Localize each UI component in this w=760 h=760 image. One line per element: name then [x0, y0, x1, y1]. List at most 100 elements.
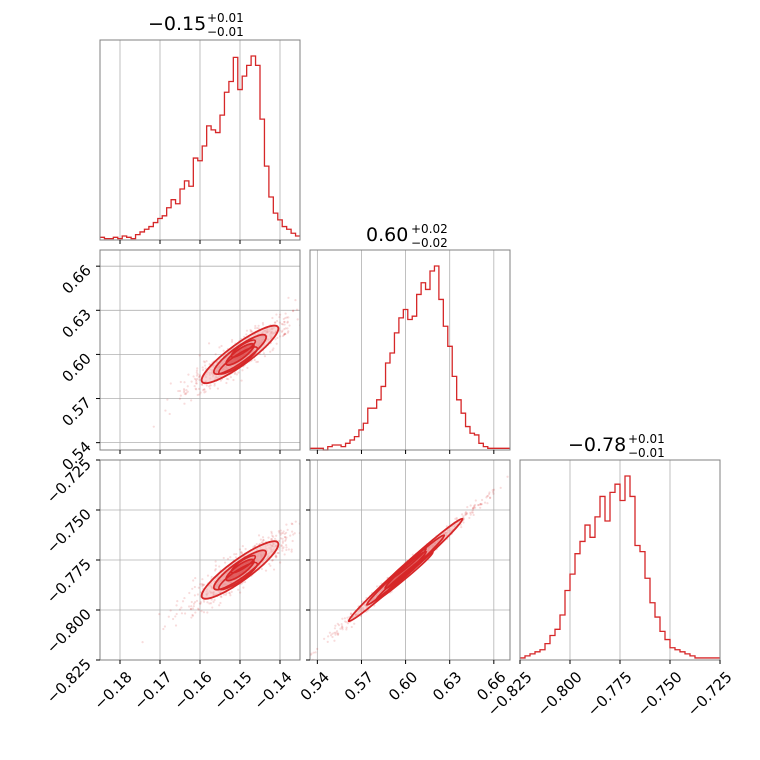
sample-point — [225, 377, 228, 380]
sample-point — [286, 327, 289, 330]
sample-point — [333, 631, 336, 634]
sample-point — [264, 569, 268, 572]
sample-point — [237, 371, 240, 374]
sample-point — [256, 360, 260, 363]
sample-point — [284, 312, 287, 315]
sample-point — [189, 607, 193, 611]
sample-point — [238, 548, 242, 551]
sample-point — [193, 377, 197, 381]
sample-point — [340, 625, 344, 628]
sample-point — [268, 562, 271, 566]
sample-point — [219, 379, 222, 382]
sample-point — [228, 591, 231, 594]
sample-point — [198, 354, 201, 357]
sample-point — [198, 374, 201, 377]
sample-point — [194, 382, 198, 385]
sample-point — [208, 385, 211, 388]
sample-point — [473, 504, 476, 507]
sample-point — [240, 551, 243, 554]
sample-point — [275, 556, 278, 559]
sample-point — [284, 539, 287, 542]
y-tick-label-param-2: −0.750 — [43, 505, 95, 557]
sample-point — [183, 402, 186, 405]
sample-point — [191, 613, 194, 617]
sample-point — [261, 321, 265, 325]
sample-point — [281, 541, 285, 544]
sample-point — [282, 333, 286, 336]
sample-point — [183, 389, 186, 392]
title-param-2-lower-error: −0.01 — [628, 446, 665, 460]
sample-point — [202, 583, 205, 586]
sample-point — [278, 531, 281, 534]
sample-point — [270, 538, 273, 541]
sample-point — [220, 595, 223, 599]
sample-point — [203, 364, 207, 367]
sample-point — [241, 545, 244, 548]
sample-point — [279, 529, 282, 532]
sample-point — [361, 600, 364, 603]
sample-point — [323, 637, 326, 640]
sample-point — [189, 607, 192, 611]
density-contour-inner-1 — [389, 547, 428, 580]
sample-point — [336, 622, 339, 625]
sample-point — [169, 382, 172, 385]
sample-point — [287, 316, 290, 319]
sample-point — [333, 639, 336, 642]
sample-point — [193, 601, 197, 604]
sample-point — [202, 360, 205, 363]
sample-point — [245, 333, 248, 336]
sample-point — [191, 607, 195, 610]
sample-point — [198, 378, 201, 382]
sample-point — [193, 585, 196, 589]
sample-point — [262, 539, 265, 542]
title-param-0: −0.15 — [148, 13, 206, 35]
sample-point — [204, 367, 207, 370]
sample-point — [283, 320, 286, 323]
sample-point — [260, 541, 263, 544]
sample-point — [469, 513, 472, 516]
sample-point — [214, 569, 217, 572]
sample-point — [445, 525, 448, 528]
data-layer — [100, 55, 720, 664]
sample-point — [291, 530, 294, 533]
sample-point — [473, 503, 477, 507]
sample-point — [375, 585, 379, 588]
sample-point — [209, 602, 213, 605]
sample-point — [286, 320, 289, 323]
sample-point — [259, 538, 262, 541]
sample-point — [473, 505, 476, 508]
grid-layer — [100, 40, 721, 661]
sample-point — [303, 662, 305, 664]
sample-point — [471, 509, 474, 512]
sample-point — [411, 553, 414, 556]
sample-point — [291, 522, 294, 526]
sample-point — [186, 385, 189, 388]
sample-point — [226, 557, 230, 560]
y-tick-label-param-2: −0.800 — [43, 605, 95, 657]
sample-point — [285, 523, 288, 526]
sample-point — [296, 318, 299, 321]
sample-point — [197, 586, 200, 589]
sample-point — [472, 507, 475, 510]
sample-point — [196, 593, 199, 596]
sample-point — [198, 602, 202, 605]
sample-point — [249, 328, 252, 332]
sample-point — [479, 503, 482, 506]
sample-point — [218, 565, 221, 568]
sample-point — [302, 526, 304, 528]
sample-point — [340, 626, 344, 629]
sample-point — [230, 338, 234, 342]
sample-point — [202, 583, 206, 586]
sample-point — [472, 513, 475, 517]
sample-point — [166, 398, 169, 401]
sample-point — [243, 580, 247, 584]
tick-layer: −0.18−0.17−0.16−0.15−0.14 0.54 0.57 0.60 0.6… — [43, 240, 736, 720]
sample-point — [516, 468, 518, 470]
density-contour-inner-0 — [374, 551, 434, 602]
sample-point — [174, 624, 178, 627]
sample-point — [473, 506, 477, 509]
sample-point — [279, 533, 282, 536]
sample-point — [291, 310, 295, 313]
sample-point — [310, 299, 312, 301]
x-tick-label-param-0: −0.14 — [251, 668, 296, 713]
